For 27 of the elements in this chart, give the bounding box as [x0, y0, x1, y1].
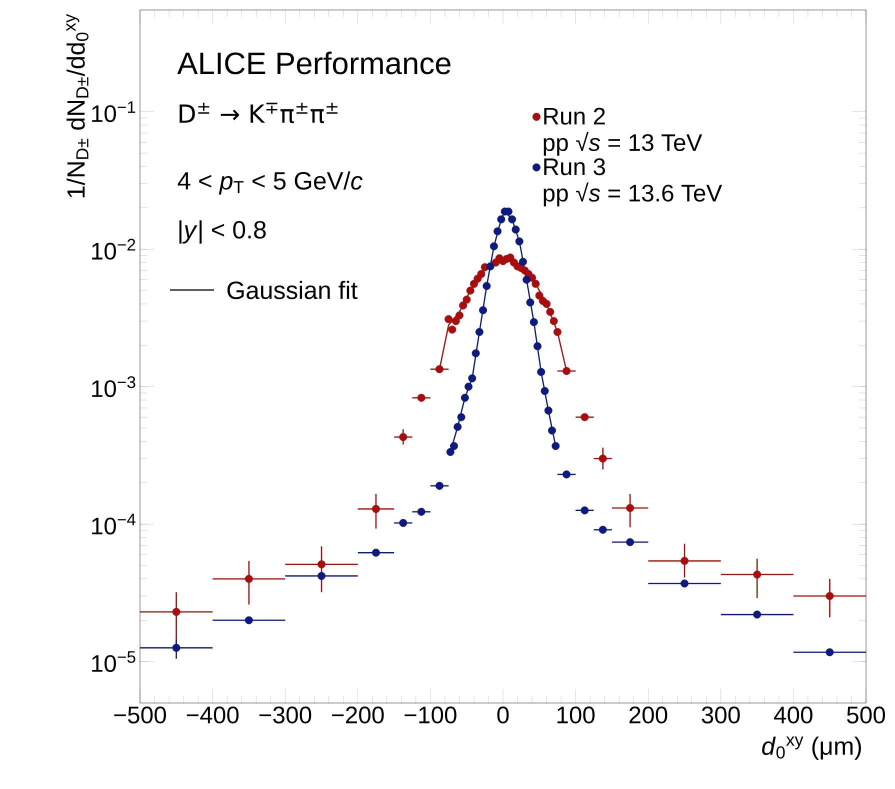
annotation: |y| < 0.8: [179, 220, 266, 244]
x-tick-label: 200: [629, 706, 668, 724]
x-tick-label: 0: [497, 706, 509, 724]
annotation: D$^{±}$ → K$^{∓}$π$^{±}$π$^{±}$: [180, 102, 338, 124]
annotation: ALICE Performance: [177, 52, 450, 74]
annotation: pp √s = 13.6 TeV: [544, 182, 722, 206]
legend-label: Run 3: [544, 158, 605, 176]
x-tick-label: −300: [259, 706, 312, 724]
x-tick-label: 300: [702, 706, 740, 724]
x-axis-title: d$_{0}$$^{xy}$ (μm): [762, 736, 861, 760]
annotation: pp √s = 13 TeV: [544, 132, 702, 156]
y-tick-label: 10$^{−5}$: [92, 651, 136, 672]
x-tick-label: −400: [186, 706, 239, 724]
x-tick-label: −100: [404, 706, 456, 724]
x-tick-label: 400: [774, 706, 812, 724]
y-tick-label: 10$^{−2}$: [92, 238, 136, 260]
x-tick-label: 100: [557, 706, 595, 724]
x-tick-label: 500: [847, 706, 886, 724]
y-tick-label: 10$^{−1}$: [92, 101, 136, 122]
y-axis-title: 1/N$_{D±}$ dN$_{D±}$/dd$_{0}$xy: [66, 14, 88, 198]
x-tick-label: −500: [114, 706, 166, 724]
annotation: Gaussian fit: [227, 280, 358, 300]
y-tick-label: 10$^{−3}$: [92, 376, 136, 398]
annotation: 4 < p$_{T}$ < 5 GeV/c: [178, 171, 363, 195]
y-tick-label: 10$^{−4}$: [92, 514, 136, 535]
legend-label: Run 2: [544, 108, 605, 125]
x-tick-label: −200: [332, 706, 384, 724]
